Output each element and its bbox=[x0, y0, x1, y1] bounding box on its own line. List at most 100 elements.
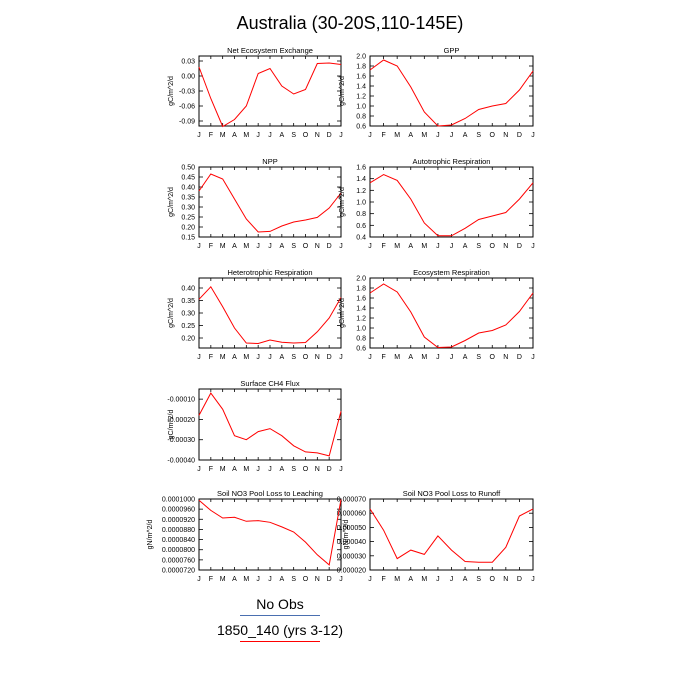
x-tick-label: S bbox=[476, 576, 481, 583]
x-tick-label: O bbox=[490, 576, 496, 583]
y-axis-label: gC/m^2/d bbox=[339, 187, 346, 217]
x-tick-label: J bbox=[436, 354, 440, 361]
legend-label-no-obs: No Obs bbox=[256, 596, 304, 612]
x-tick-label: S bbox=[291, 576, 296, 583]
plot-frame bbox=[198, 388, 342, 461]
x-tick-label: J bbox=[268, 576, 272, 583]
x-tick-label: D bbox=[327, 243, 332, 250]
y-tick-label: 0.30 bbox=[181, 311, 195, 318]
x-tick-label: M bbox=[243, 132, 249, 139]
y-tick-label: 0.03 bbox=[181, 59, 195, 66]
y-tick-label: 1.6 bbox=[356, 296, 366, 303]
y-tick-label: 0.25 bbox=[181, 215, 195, 222]
x-tick-label: N bbox=[503, 354, 508, 361]
figure-title: Australia (30-20S,110-145E) bbox=[237, 13, 464, 33]
y-axis-label: gC/m^2/d bbox=[168, 76, 175, 106]
y-tick-label: -0.00010 bbox=[167, 397, 195, 404]
x-tick-label: A bbox=[463, 243, 468, 250]
x-tick-label: O bbox=[490, 132, 496, 139]
x-tick-label: J bbox=[450, 576, 454, 583]
x-tick-label: J bbox=[256, 243, 260, 250]
y-tick-label: 0.0000920 bbox=[162, 517, 195, 524]
series-line bbox=[369, 508, 534, 563]
x-tick-label: S bbox=[291, 354, 296, 361]
series-line bbox=[198, 173, 342, 233]
x-tick-label: A bbox=[232, 466, 237, 473]
x-tick-label: D bbox=[327, 576, 332, 583]
x-tick-label: A bbox=[232, 243, 237, 250]
y-tick-label: 0.8 bbox=[356, 211, 366, 218]
x-tick-label: J bbox=[256, 354, 260, 361]
x-tick-label: J bbox=[436, 243, 440, 250]
y-tick-label: 0.35 bbox=[181, 298, 195, 305]
x-tick-label: J bbox=[268, 466, 272, 473]
x-tick-label: J bbox=[368, 576, 372, 583]
x-tick-label: F bbox=[209, 576, 213, 583]
x-tick-label: N bbox=[315, 466, 320, 473]
x-tick-label: J bbox=[450, 354, 454, 361]
x-tick-label: J bbox=[268, 354, 272, 361]
x-tick-label: M bbox=[220, 576, 226, 583]
x-tick-label: S bbox=[476, 132, 481, 139]
x-tick-label: M bbox=[421, 576, 427, 583]
x-tick-label: D bbox=[517, 132, 522, 139]
y-tick-label: 0.0000960 bbox=[162, 507, 195, 514]
x-tick-label: O bbox=[303, 576, 309, 583]
x-tick-label: A bbox=[463, 576, 468, 583]
x-tick-label: J bbox=[256, 466, 260, 473]
x-tick-label: M bbox=[220, 132, 226, 139]
x-tick-label: F bbox=[381, 354, 385, 361]
x-tick-label: D bbox=[517, 354, 522, 361]
x-tick-label: M bbox=[394, 243, 400, 250]
x-tick-label: S bbox=[476, 354, 481, 361]
x-tick-label: A bbox=[408, 354, 413, 361]
x-tick-label: M bbox=[220, 466, 226, 473]
y-tick-label: 0.50 bbox=[181, 165, 195, 172]
y-axis-label: gC/m^2/d bbox=[168, 187, 175, 217]
series-line bbox=[198, 499, 342, 566]
y-tick-label: 1.4 bbox=[356, 176, 366, 183]
x-tick-label: J bbox=[197, 466, 201, 473]
y-tick-label: 0.00 bbox=[181, 74, 195, 81]
x-tick-label: O bbox=[303, 243, 309, 250]
y-tick-label: -0.00040 bbox=[167, 458, 195, 465]
x-tick-label: J bbox=[531, 354, 535, 361]
y-tick-label: 2.0 bbox=[356, 54, 366, 61]
y-tick-label: 1.0 bbox=[356, 326, 366, 333]
y-tick-label: 0.30 bbox=[181, 205, 195, 212]
x-tick-label: A bbox=[232, 354, 237, 361]
x-tick-label: S bbox=[291, 132, 296, 139]
x-tick-label: F bbox=[209, 354, 213, 361]
legend-line-no-obs bbox=[240, 615, 320, 616]
x-tick-label: O bbox=[490, 354, 496, 361]
y-axis-label: gC/m^2/d bbox=[168, 410, 175, 440]
y-tick-label: 0.000050 bbox=[337, 525, 366, 532]
y-tick-label: 1.2 bbox=[356, 188, 366, 195]
x-tick-label: J bbox=[450, 132, 454, 139]
x-tick-label: A bbox=[408, 243, 413, 250]
y-tick-label: 0.000040 bbox=[337, 539, 366, 546]
y-tick-label: 1.0 bbox=[356, 104, 366, 111]
y-tick-label: 0.8 bbox=[356, 114, 366, 121]
x-tick-label: D bbox=[517, 576, 522, 583]
series-line bbox=[198, 392, 342, 457]
y-tick-label: 0.35 bbox=[181, 195, 195, 202]
y-tick-label: 0.25 bbox=[181, 323, 195, 330]
x-tick-label: N bbox=[315, 354, 320, 361]
y-tick-label: 0.40 bbox=[181, 185, 195, 192]
plot-frame bbox=[369, 166, 534, 238]
y-axis-label: gN/m^2/d bbox=[343, 520, 350, 550]
y-tick-label: 0.45 bbox=[181, 175, 195, 182]
y-tick-label: 1.6 bbox=[356, 165, 366, 172]
y-tick-label: 0.4 bbox=[356, 235, 366, 242]
legend-label-model-run: 1850_140 (yrs 3-12) bbox=[216, 622, 344, 638]
y-tick-label: 0.0000760 bbox=[162, 557, 195, 564]
panel-title: Autotrophic Respiration bbox=[413, 157, 491, 166]
legend-line-model-run bbox=[240, 641, 320, 642]
y-tick-label: 1.0 bbox=[356, 200, 366, 207]
plot-frame bbox=[369, 277, 534, 349]
y-tick-label: 1.4 bbox=[356, 306, 366, 313]
